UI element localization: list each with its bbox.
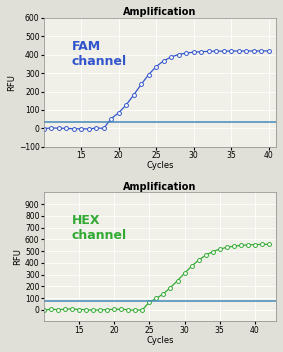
Title: Amplification: Amplification (123, 182, 197, 191)
Title: Amplification: Amplification (123, 7, 197, 17)
Text: FAM
channel: FAM channel (72, 40, 127, 68)
Y-axis label: RFU: RFU (7, 74, 16, 91)
Text: HEX
channel: HEX channel (72, 214, 127, 242)
X-axis label: Cycles: Cycles (146, 336, 174, 345)
X-axis label: Cycles: Cycles (146, 162, 174, 170)
Y-axis label: RFU: RFU (13, 249, 22, 265)
